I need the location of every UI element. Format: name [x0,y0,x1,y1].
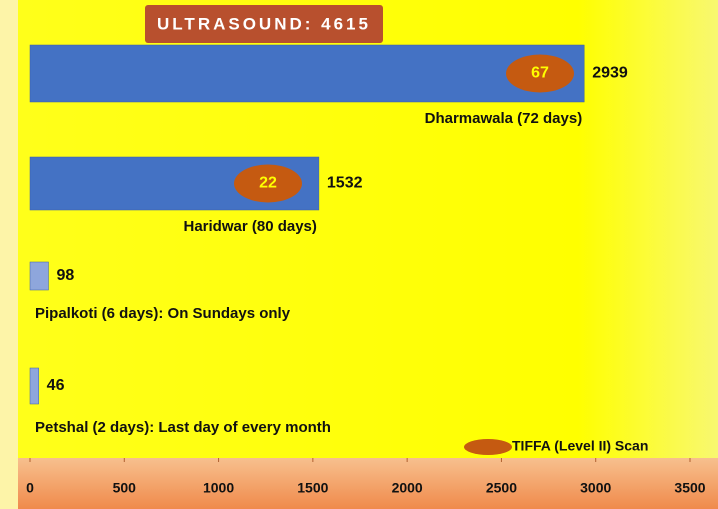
title-box [145,5,383,43]
bar [29,44,585,103]
x-tick-label: 1500 [297,480,328,496]
x-tick-label: 2500 [486,480,517,496]
value-label: 2939 [592,65,628,82]
value-label: 46 [47,377,65,394]
tiffa-marker [506,54,574,93]
x-tick-label: 3500 [674,480,705,496]
tiffa-label: 67 [531,65,549,82]
legend-swatch [464,439,512,455]
bar [29,261,49,291]
x-tick-label: 1000 [203,480,234,496]
category-label: Petshal (2 days): Last day of every mont… [35,419,331,436]
x-tick-label: 2000 [392,480,423,496]
legend-label: TIFFA (Level II) Scan [512,438,648,454]
tiffa-marker [234,164,302,203]
category-label: Dharmawala (72 days) [425,110,583,127]
x-tick-label: 0 [26,480,34,496]
x-tick-label: 3000 [580,480,611,496]
category-label: Haridwar (80 days) [184,218,317,235]
value-label: 1532 [327,175,363,192]
tiffa-label: 22 [259,175,277,192]
chart-title: ULTRASOUND: 4615 [157,14,371,33]
category-label: Pipalkoti (6 days): On Sundays only [35,305,291,322]
bar [29,367,39,405]
x-tick-label: 500 [113,480,137,496]
axis-band [18,458,718,509]
value-label: 98 [56,267,74,284]
